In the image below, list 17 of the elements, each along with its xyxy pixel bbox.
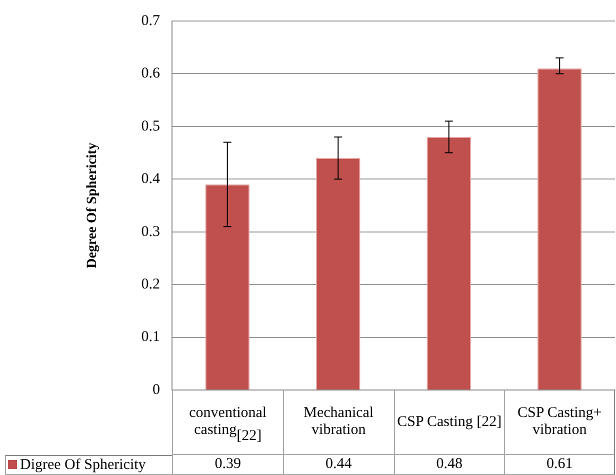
data-label: 0.61 bbox=[546, 456, 573, 473]
y-tick-label: 0.3 bbox=[141, 224, 160, 240]
y-tick-label: 0.6 bbox=[141, 66, 160, 82]
data-label: 0.39 bbox=[214, 456, 241, 473]
y-axis-title: Degree Of Sphericity bbox=[85, 142, 100, 268]
y-tick-label: 0.7 bbox=[141, 12, 160, 29]
y-tick-label: 0.4 bbox=[141, 171, 160, 188]
x-tick-label: CSP Casting [22] bbox=[397, 414, 502, 430]
y-tick-label: 0.2 bbox=[141, 276, 160, 293]
y-tick-label: 0 bbox=[152, 382, 160, 398]
data-label: 0.44 bbox=[326, 456, 352, 473]
x-tick-label: CSP Casting+ vibration bbox=[516, 405, 603, 439]
data-label: 0.48 bbox=[436, 456, 462, 473]
legend-label: Digree Of Sphericity bbox=[20, 456, 146, 472]
x-tick-label: Mechanical vibration bbox=[302, 405, 375, 439]
y-tick-label: 0.1 bbox=[141, 329, 160, 346]
y-tick-label: 0.5 bbox=[141, 118, 160, 134]
